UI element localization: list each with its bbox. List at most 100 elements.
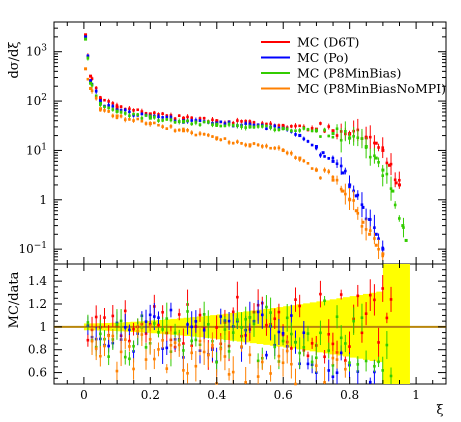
ratio-point <box>244 381 247 384</box>
data-point <box>310 129 314 133</box>
data-point <box>374 156 378 160</box>
ratio-point <box>186 323 189 326</box>
ratio-point <box>202 313 206 316</box>
data-point <box>265 124 268 128</box>
ratio-point <box>344 342 347 345</box>
ratio-point <box>377 360 380 364</box>
x-tick-label: 0.4 <box>207 388 226 402</box>
data-point <box>202 132 206 136</box>
ratio-point <box>153 322 156 325</box>
ratio-point <box>360 316 364 319</box>
data-point <box>368 155 372 159</box>
data-point <box>219 120 223 124</box>
data-point <box>165 115 169 119</box>
ratio-point <box>323 299 326 303</box>
ratio-point <box>389 298 393 301</box>
data-point <box>202 120 206 124</box>
data-point <box>173 117 177 121</box>
data-point <box>364 228 368 231</box>
ratio-point <box>123 325 127 329</box>
ratio-point <box>281 361 285 365</box>
series-2 <box>84 37 408 242</box>
ratio-point <box>219 347 223 351</box>
data-point <box>331 135 335 139</box>
ratio-point <box>310 360 314 364</box>
ratio-point <box>327 369 331 372</box>
data-point <box>136 113 140 116</box>
data-point <box>381 146 385 149</box>
ratio-point <box>128 345 131 348</box>
ratio-point <box>190 325 193 329</box>
ratio-point <box>240 326 243 329</box>
data-point <box>153 115 156 119</box>
data-point <box>314 168 318 171</box>
data-point <box>331 175 335 179</box>
data-point <box>186 119 189 123</box>
data-point <box>140 112 144 116</box>
data-point <box>248 122 252 126</box>
data-point <box>377 237 380 240</box>
data-point <box>182 117 185 120</box>
data-point <box>319 135 322 138</box>
data-point <box>190 119 193 122</box>
data-point <box>115 114 119 118</box>
data-point <box>290 151 293 155</box>
ratio-point <box>356 294 360 298</box>
ratio-point <box>281 332 285 335</box>
series-3 <box>84 67 385 261</box>
data-point <box>310 143 314 147</box>
data-point <box>227 141 231 144</box>
data-point <box>381 174 385 177</box>
ratio-point <box>319 331 322 335</box>
data-point <box>368 229 372 232</box>
top-y-axis-label: dσ/dξ <box>7 41 22 78</box>
data-point <box>94 86 98 90</box>
data-point <box>119 114 123 118</box>
data-point <box>260 145 264 148</box>
data-point <box>94 96 98 100</box>
data-point <box>244 122 247 126</box>
ratio-point <box>323 381 326 384</box>
ratio-point <box>344 367 347 371</box>
ratio-point <box>227 373 231 376</box>
ratio-point <box>173 331 177 335</box>
data-point <box>173 120 177 124</box>
data-point <box>298 129 301 132</box>
data-point <box>256 125 260 128</box>
ratio-point <box>323 355 326 359</box>
ratio-point <box>385 343 389 347</box>
data-point <box>123 112 127 115</box>
data-point <box>269 126 272 129</box>
data-point <box>398 217 401 220</box>
ratio-point <box>236 295 239 299</box>
data-point <box>394 181 398 185</box>
data-point <box>356 212 360 215</box>
x-tick-label: 0 <box>80 388 88 402</box>
data-point <box>236 140 239 144</box>
data-point <box>256 143 260 147</box>
data-point <box>388 163 392 167</box>
data-point <box>335 162 339 166</box>
data-point <box>227 123 231 126</box>
ratio-point <box>277 310 281 314</box>
data-point <box>128 118 131 121</box>
data-point <box>319 176 322 180</box>
ratio-point <box>144 332 148 335</box>
data-point <box>273 146 277 150</box>
data-point <box>265 122 268 126</box>
x-tick-label: 0.6 <box>274 388 293 402</box>
data-point <box>393 178 397 182</box>
data-point <box>252 121 256 124</box>
top-panel-frame <box>53 21 447 265</box>
ratio-point <box>86 338 90 342</box>
ratio-point <box>157 348 160 351</box>
ratio-band-bin <box>382 264 391 384</box>
data-point <box>94 89 98 93</box>
ratio-point <box>314 364 318 367</box>
data-point <box>377 146 380 149</box>
data-point <box>157 119 160 122</box>
data-point <box>348 185 351 189</box>
ratio-point <box>107 355 110 358</box>
data-point <box>269 146 272 150</box>
